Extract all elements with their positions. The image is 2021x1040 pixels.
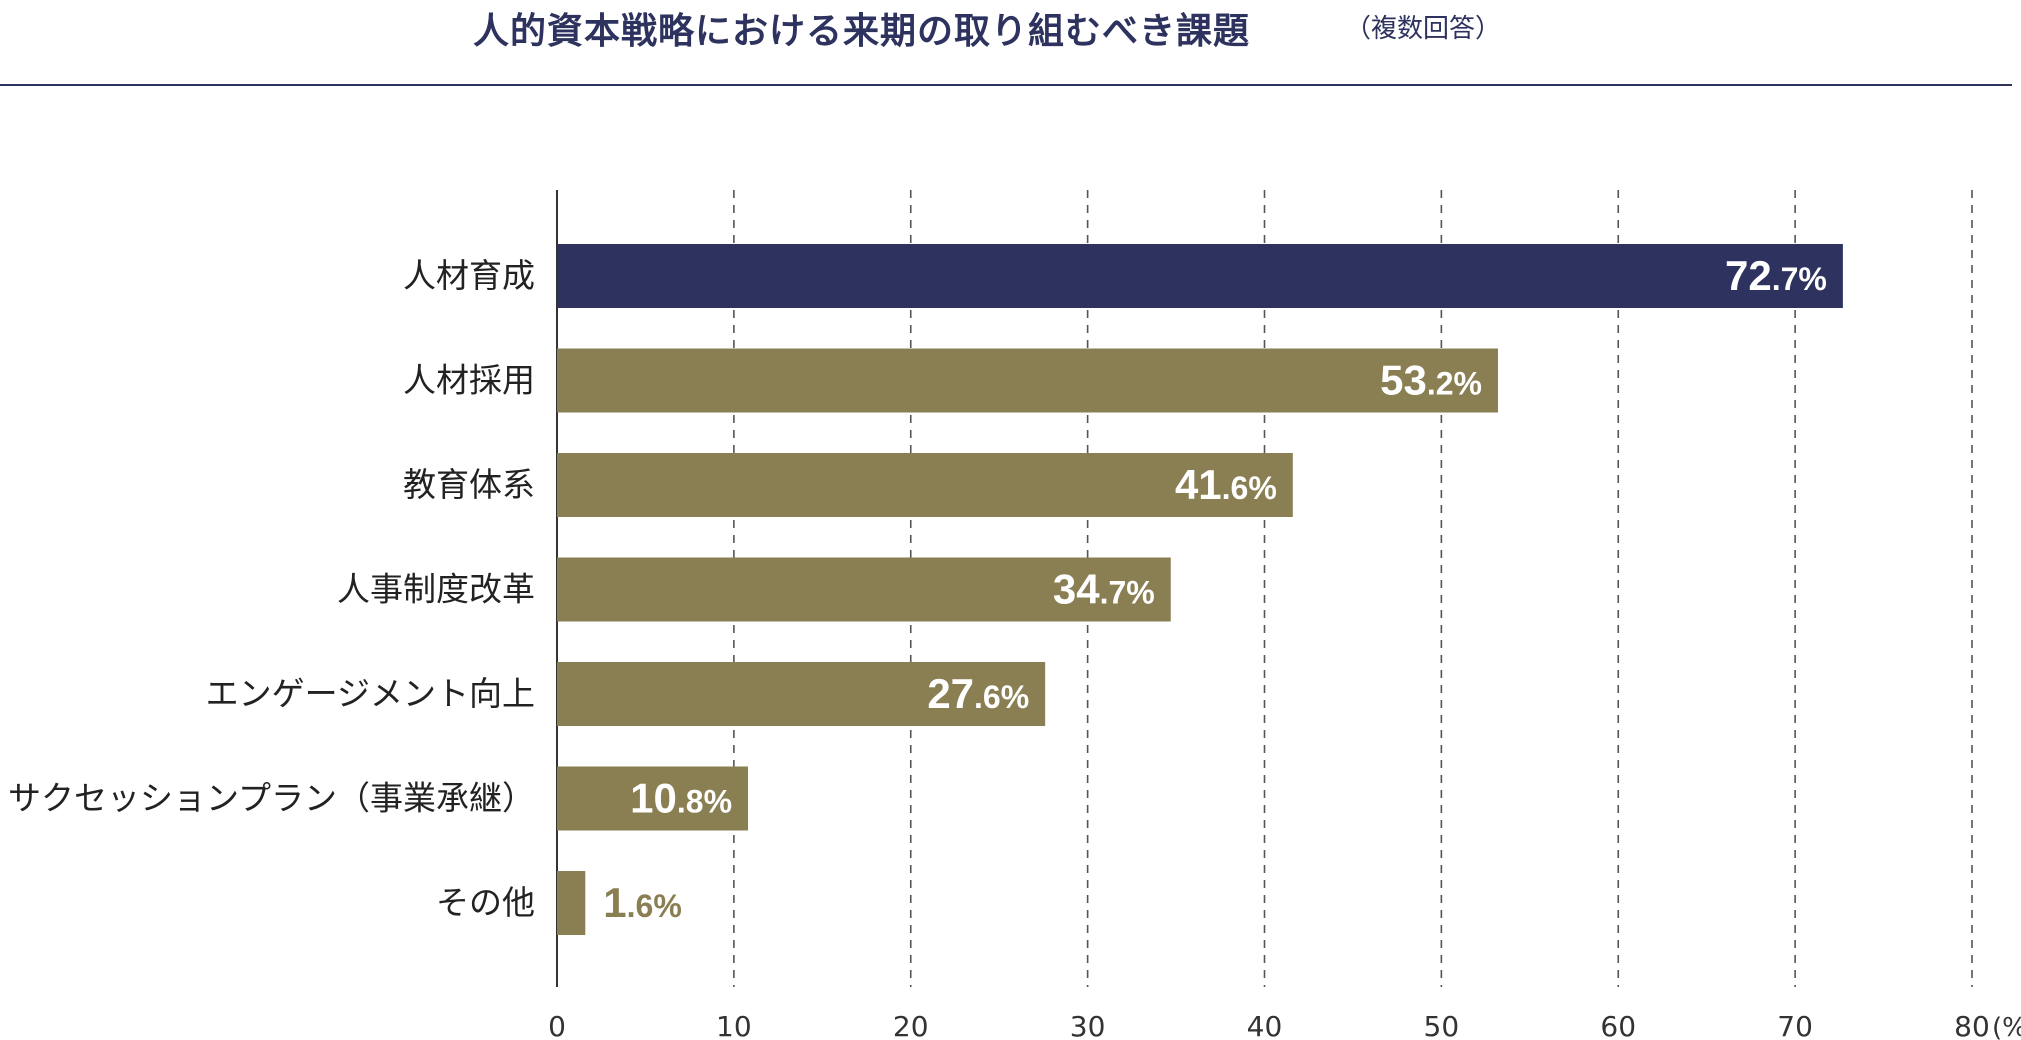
value-label: 27.6% (927, 670, 1029, 717)
category-label: エンゲージメント向上 (206, 674, 535, 713)
x-tick-label: 20 (893, 1010, 929, 1040)
value-label: 53.2% (1380, 357, 1482, 404)
chart-title: 人的資本戦略における来期の取り組むべき課題 (473, 11, 1251, 52)
x-tick-label: 0 (548, 1010, 566, 1040)
bar (557, 766, 749, 831)
title-divider (0, 84, 2012, 86)
value-label-integer: 41 (1175, 461, 1222, 508)
bar (557, 871, 586, 935)
x-tick-label: 40 (1247, 1010, 1283, 1040)
category-label: 人材採用 (403, 361, 535, 400)
value-label: 41.6% (1175, 461, 1277, 508)
value-label-integer: 34 (1053, 566, 1100, 613)
category-label: 人事制度改革 (337, 570, 535, 609)
value-label-decimal: .7% (1100, 575, 1155, 611)
category-label: その他 (436, 883, 535, 922)
category-label: サクセッションプラン（事業承継） (8, 779, 535, 818)
bar (557, 662, 1046, 726)
value-label: 72.7% (1725, 252, 1827, 299)
value-label-integer: 27 (927, 670, 974, 717)
value-label: 10.8% (630, 775, 732, 822)
chart-header: 人的資本戦略における来期の取り組むべき課題 （複数回答） (0, 0, 2021, 60)
value-label: 34.7% (1053, 566, 1155, 613)
x-tick-label: 30 (1070, 1010, 1106, 1040)
x-tick-label: 50 (1424, 1010, 1460, 1040)
x-unit-label: (%) (1992, 1013, 2021, 1040)
value-label-integer: 72 (1725, 252, 1772, 299)
chart-subtitle: （複数回答） (1345, 14, 1502, 44)
value-label-decimal: .2% (1427, 366, 1482, 402)
x-tick-label: 80 (1954, 1010, 1990, 1040)
value-label-integer: 10 (630, 775, 677, 822)
value-label-decimal: .7% (1772, 261, 1827, 297)
x-tick-label: 10 (716, 1010, 752, 1040)
bar (557, 557, 1171, 622)
value-label-integer: 1 (603, 879, 626, 926)
value-label: 1.6% (603, 879, 682, 926)
bar (557, 348, 1498, 413)
value-label-decimal: .6% (1222, 470, 1277, 506)
value-label-decimal: .6% (974, 679, 1029, 715)
x-tick-label: 70 (1777, 1010, 1813, 1040)
value-label-integer: 53 (1380, 357, 1427, 404)
bar-highlight (557, 244, 1843, 308)
x-tick-label: 60 (1600, 1010, 1636, 1040)
value-label-decimal: .8% (677, 784, 732, 820)
category-label: 教育体系 (403, 465, 535, 504)
bar (557, 453, 1293, 517)
category-label: 人材育成 (403, 256, 535, 295)
value-label-decimal: .6% (627, 888, 682, 924)
